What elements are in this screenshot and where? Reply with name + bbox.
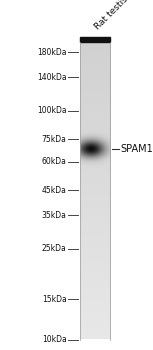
Text: Rat testis: Rat testis	[93, 0, 130, 32]
Text: 180kDa: 180kDa	[37, 48, 67, 57]
Text: 25kDa: 25kDa	[42, 244, 67, 253]
Text: 15kDa: 15kDa	[42, 295, 67, 304]
Text: 60kDa: 60kDa	[42, 157, 67, 166]
Text: 35kDa: 35kDa	[42, 211, 67, 219]
Bar	[80, 37, 110, 42]
Text: 75kDa: 75kDa	[42, 135, 67, 144]
Text: 45kDa: 45kDa	[42, 186, 67, 195]
Text: 140kDa: 140kDa	[37, 73, 67, 82]
Text: SPAM1: SPAM1	[121, 144, 153, 154]
Text: 10kDa: 10kDa	[42, 335, 67, 344]
Text: 100kDa: 100kDa	[37, 106, 67, 116]
